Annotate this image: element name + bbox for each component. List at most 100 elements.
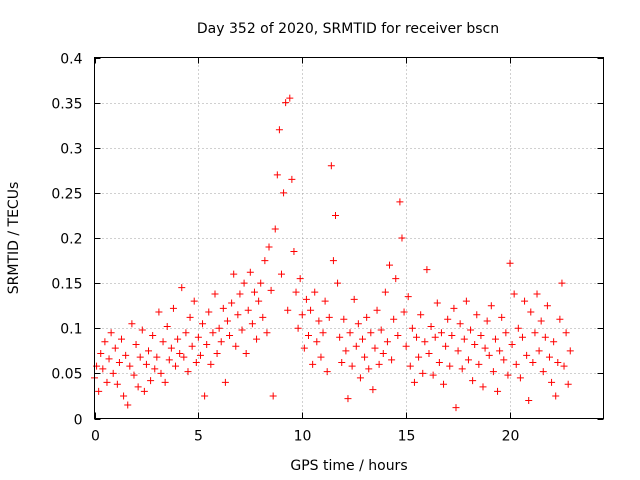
data-point <box>321 297 329 305</box>
data-point <box>548 378 556 386</box>
data-point <box>558 279 566 287</box>
y-tick-label: 0.25 <box>51 187 82 203</box>
data-point <box>230 270 238 278</box>
data-point <box>288 175 296 183</box>
y-tick-label: 0.05 <box>51 367 82 383</box>
data-point <box>423 266 431 274</box>
data-point <box>223 317 231 325</box>
data-point <box>458 365 466 373</box>
data-point <box>396 198 404 206</box>
data-point <box>331 211 339 219</box>
data-point <box>371 344 379 352</box>
data-point <box>263 329 271 337</box>
data-point <box>304 331 312 339</box>
data-point <box>122 351 130 359</box>
data-point <box>292 288 300 296</box>
data-point <box>207 360 215 368</box>
data-point <box>452 404 460 412</box>
data-point <box>174 335 182 343</box>
data-point <box>155 308 163 316</box>
data-point <box>479 383 487 391</box>
data-point <box>352 342 360 350</box>
data-point <box>485 351 493 359</box>
x-tick-label: 15 <box>398 429 416 445</box>
data-point <box>259 313 267 321</box>
data-point <box>471 340 479 348</box>
data-point <box>215 324 223 332</box>
data-point <box>317 353 325 361</box>
data-point <box>196 351 204 359</box>
data-point <box>354 320 362 328</box>
data-point <box>280 189 288 197</box>
data-point <box>369 386 377 394</box>
data-point <box>323 368 331 376</box>
data-point <box>504 371 512 379</box>
data-point <box>172 362 180 370</box>
data-point <box>560 362 568 370</box>
data-point <box>248 320 256 328</box>
data-point <box>483 317 491 325</box>
data-point <box>408 324 416 332</box>
data-point <box>442 342 450 350</box>
data-point <box>521 297 529 305</box>
data-point <box>433 299 441 307</box>
data-point <box>250 288 258 296</box>
data-point <box>176 350 184 358</box>
y-tick-label: 0.1 <box>60 322 82 338</box>
data-point <box>475 360 483 368</box>
data-point <box>381 288 389 296</box>
data-point <box>377 326 385 334</box>
data-point <box>365 365 373 373</box>
data-point <box>550 338 558 346</box>
data-point <box>340 315 348 323</box>
data-point <box>188 342 196 350</box>
data-point <box>514 324 522 332</box>
y-tick-label: 0.2 <box>60 232 82 248</box>
data-point <box>510 290 518 298</box>
data-point <box>244 306 252 314</box>
data-point <box>267 286 275 294</box>
data-point <box>477 331 485 339</box>
x-tick-label: 10 <box>294 429 312 445</box>
data-point <box>246 268 254 276</box>
data-point <box>184 368 192 376</box>
data-point <box>300 344 308 352</box>
data-point <box>363 313 371 321</box>
data-point <box>367 329 375 337</box>
data-point <box>149 331 157 339</box>
data-point <box>234 311 242 319</box>
data-point <box>240 279 248 287</box>
data-point <box>261 257 269 265</box>
x-axis-label: GPS time / hours <box>290 458 407 474</box>
data-point <box>180 353 188 361</box>
x-tick-label: 20 <box>502 429 520 445</box>
data-point <box>140 387 148 395</box>
y-tick-label: 0.35 <box>51 97 82 113</box>
data-point <box>232 342 240 350</box>
data-point <box>506 259 514 267</box>
data-point <box>344 395 352 403</box>
y-tick-label: 0 <box>74 413 83 429</box>
data-point <box>346 329 354 337</box>
data-point <box>469 377 477 385</box>
x-tick-label: 0 <box>91 429 100 445</box>
data-point <box>500 356 508 364</box>
data-point <box>145 347 153 355</box>
data-point <box>284 306 292 314</box>
y-tick-label: 0.4 <box>60 52 82 68</box>
data-point <box>163 322 171 330</box>
data-point <box>255 297 263 305</box>
data-point <box>350 295 358 303</box>
data-point <box>253 335 261 343</box>
data-point <box>311 288 319 296</box>
data-point <box>417 311 425 319</box>
data-point <box>182 329 190 337</box>
data-point <box>450 304 458 312</box>
data-point <box>95 387 103 395</box>
data-point <box>404 293 412 301</box>
data-point <box>523 351 531 359</box>
data-point <box>209 329 217 337</box>
data-point <box>435 359 443 367</box>
data-point <box>157 369 165 377</box>
data-point <box>334 279 342 287</box>
